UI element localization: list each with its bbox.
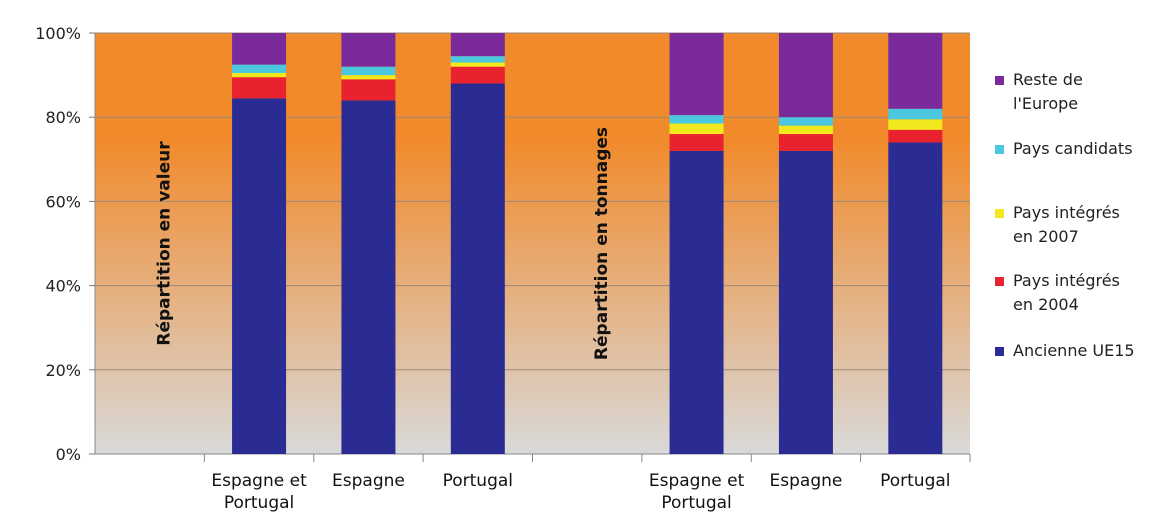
legend-label: en 2007 xyxy=(1013,227,1079,246)
bar-segment xyxy=(778,134,833,151)
bar-segment xyxy=(778,150,833,454)
bar-segment xyxy=(232,64,287,73)
category-label: Espagne et xyxy=(649,471,745,491)
legend-label: Pays intégrés xyxy=(1013,271,1120,290)
bar-segment xyxy=(232,72,287,78)
y-tick-label: 0% xyxy=(56,445,81,464)
legend-label: Ancienne UE15 xyxy=(1013,341,1135,360)
bar-segment xyxy=(450,56,505,63)
legend-swatch xyxy=(995,76,1004,85)
bar-segment xyxy=(669,150,724,454)
y-tick-label: 60% xyxy=(45,192,81,211)
legend-swatch xyxy=(995,277,1004,286)
bar-segment xyxy=(778,125,833,135)
category-label: Espagne xyxy=(770,471,843,491)
legend-label: Pays intégrés xyxy=(1013,203,1120,222)
bar-segment xyxy=(888,129,943,143)
bar-segment xyxy=(669,115,724,124)
bar-segment xyxy=(669,134,724,151)
bar-segment xyxy=(341,100,396,455)
plot-background xyxy=(95,33,970,454)
bar-segment xyxy=(669,33,724,116)
category-label: Portugal xyxy=(661,493,731,513)
bar-segment xyxy=(341,79,396,101)
legend-swatch xyxy=(995,347,1004,356)
bar-segment xyxy=(888,33,943,109)
y-tick-label: 40% xyxy=(45,277,81,296)
category-label: Portugal xyxy=(880,471,950,491)
y-tick-label: 100% xyxy=(35,24,81,43)
bar-segment xyxy=(888,119,943,130)
legend-label: l'Europe xyxy=(1013,94,1078,113)
legend-label: Reste de xyxy=(1013,70,1083,89)
bar-segment xyxy=(341,33,396,67)
bar-segment xyxy=(778,33,833,118)
bar-segment xyxy=(450,33,505,57)
legend-label: en 2004 xyxy=(1013,295,1079,314)
bar-segment xyxy=(341,66,396,76)
category-label: Portugal xyxy=(224,493,294,513)
group-label: Répartition en valeur xyxy=(155,141,175,346)
legend-swatch xyxy=(995,209,1004,218)
category-label: Espagne et xyxy=(211,471,307,491)
bar-segment xyxy=(232,33,287,65)
legend-label: Pays candidats xyxy=(1013,139,1133,158)
bar-segment xyxy=(888,108,943,120)
y-tick-label: 20% xyxy=(45,361,81,380)
bar-segment xyxy=(450,62,505,67)
category-label: Portugal xyxy=(443,471,513,491)
bar-segment xyxy=(450,66,505,84)
legend: Reste de l'Europe Pays candidats Pays intég… xyxy=(995,70,1135,360)
legend-swatch xyxy=(995,145,1004,154)
bar-segment xyxy=(232,98,287,454)
bar-segment xyxy=(450,83,505,455)
bar-segment xyxy=(888,142,943,454)
category-label: Espagne xyxy=(332,471,405,491)
bar-segment xyxy=(778,117,833,126)
bar-segment xyxy=(669,123,724,135)
group-label: Répartition en tonnages xyxy=(592,127,612,360)
y-tick-label: 80% xyxy=(45,108,81,127)
bars xyxy=(232,33,943,455)
bar-segment xyxy=(341,75,396,80)
bar-segment xyxy=(232,77,287,99)
